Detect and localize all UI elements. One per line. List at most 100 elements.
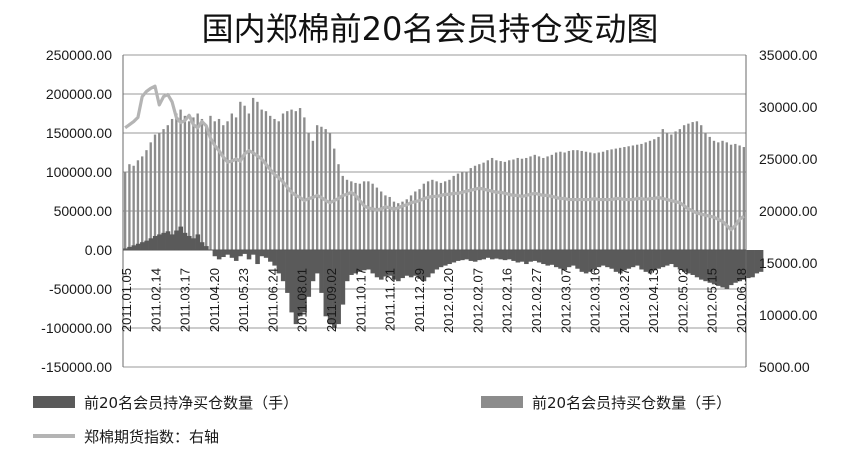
net-long-bar [165, 231, 171, 250]
long-bar [704, 133, 707, 250]
net-long-bar [404, 250, 410, 276]
x-tick-label: 2011.03.17 [178, 268, 193, 332]
net-long-bar [319, 250, 324, 293]
net-long-bar [421, 250, 427, 282]
net-long-bar [737, 250, 743, 282]
long-bar [691, 122, 694, 250]
long-bar [234, 117, 238, 251]
net-long-bar [396, 250, 401, 282]
net-long-bar [400, 250, 405, 279]
legend-swatch-net-long [33, 396, 75, 408]
long-bar [251, 97, 255, 251]
y-tick-label: 200000.00 [46, 86, 112, 102]
net-long-bar [370, 250, 376, 274]
long-bar [482, 162, 485, 250]
long-bar [354, 182, 357, 250]
net-long-bar [583, 250, 589, 274]
long-bar [563, 152, 566, 250]
long-bar [294, 111, 297, 250]
net-long-bar [242, 250, 248, 254]
net-long-bar [191, 238, 196, 250]
long-bar [729, 144, 733, 250]
long-bar [320, 126, 323, 250]
long-bar [700, 125, 703, 250]
long-bar [456, 173, 460, 250]
legend: 前20名会员持净买仓数量（手） 前20名会员持买仓数量（手） 郑棉期货指数：右轴 [33, 394, 731, 446]
net-long-bar [528, 250, 533, 262]
long-bar [222, 125, 225, 250]
index-line-group [124, 84, 745, 232]
x-tick-label: 2011.01.05 [119, 268, 134, 332]
net-long-bar [353, 250, 358, 274]
net-long-bar [323, 250, 329, 317]
long-bar [328, 133, 332, 250]
net-long-bar [148, 238, 154, 250]
long-bar [473, 165, 477, 250]
x-tick-label: 2011.09.02 [324, 268, 339, 332]
net-long-bar [750, 250, 755, 278]
net-long-bar [374, 250, 380, 278]
net-long-bar [327, 250, 333, 325]
long-bar [324, 129, 327, 250]
net-long-bar [472, 250, 478, 262]
long-bar [303, 117, 306, 251]
long-bar [286, 111, 289, 250]
axes [122, 55, 747, 367]
net-long-bar [588, 250, 593, 272]
net-long-bar [635, 250, 640, 266]
long-bar [418, 189, 421, 250]
net-long-bar [272, 250, 277, 266]
long-bar [217, 118, 221, 251]
long-bar [554, 152, 558, 250]
net-long-bar [263, 250, 269, 258]
legend-swatch-long [481, 396, 523, 408]
net-long-bar [699, 250, 704, 280]
long-bar [682, 125, 686, 250]
net-long-bar [681, 250, 687, 272]
long-bar [665, 133, 669, 250]
net-long-bar [178, 226, 184, 250]
x-tick-label: 2011.02.14 [148, 268, 163, 332]
net-long-bar [481, 250, 487, 260]
long-bar [533, 154, 536, 250]
long-bar [392, 201, 396, 250]
long-bar [260, 109, 263, 250]
long-position-bars [123, 97, 746, 251]
x-tick-label: 2011.06.24 [265, 268, 280, 332]
long-bar [273, 118, 276, 251]
long-bar [149, 142, 152, 250]
y2-tick-label: 10000.00 [759, 307, 818, 323]
net-long-bar [711, 250, 717, 285]
net-long-position-bars [123, 226, 764, 328]
net-long-bar [306, 250, 312, 297]
y-tick-label: -50000.00 [49, 281, 112, 297]
net-long-bar [605, 250, 610, 268]
net-long-bar [225, 250, 230, 255]
net-long-bar [357, 250, 363, 272]
long-bar [247, 113, 251, 250]
long-bar [290, 109, 293, 250]
long-bar [384, 195, 387, 250]
net-long-bar [468, 250, 474, 261]
y2-tick-label: 30000.00 [759, 99, 818, 115]
long-bar [653, 139, 656, 250]
net-long-bar [502, 250, 508, 261]
long-bar [448, 179, 451, 250]
y-tick-label: 100000.00 [46, 164, 112, 180]
net-long-bar [626, 250, 632, 269]
long-bar [205, 125, 208, 250]
long-bar [452, 175, 455, 250]
long-bar [426, 181, 430, 250]
long-bar [422, 183, 426, 250]
long-bar [520, 158, 524, 250]
net-long-bar [758, 250, 764, 272]
y-tick-label: -150000.00 [41, 359, 112, 375]
net-long-bar [268, 250, 273, 262]
net-long-bar [647, 250, 653, 274]
x-tick-label: 2011.12.29 [412, 268, 427, 332]
long-bar [315, 125, 319, 250]
net-long-bar [383, 250, 388, 277]
long-bar [738, 145, 741, 250]
long-bar [431, 179, 434, 250]
